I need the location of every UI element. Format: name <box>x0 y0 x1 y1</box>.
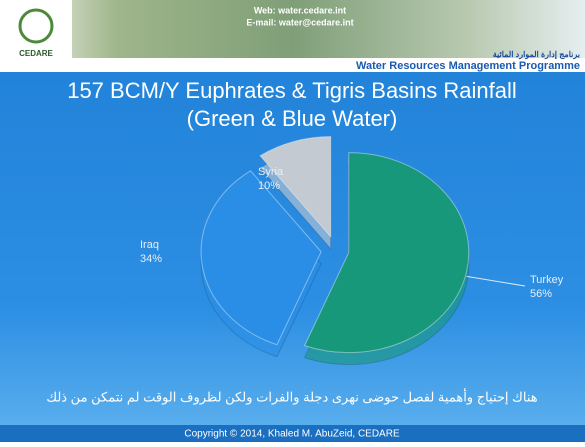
chart-subtitle: (Green & Blue Water) <box>187 106 398 131</box>
slice <box>303 152 470 354</box>
value-label: 10% <box>258 180 280 192</box>
chart-title: 157 BCM/Y Euphrates & Tigris Basins Rain… <box>67 78 517 103</box>
web: Web: water.cedare.int <box>254 5 346 15</box>
value-label: 56% <box>530 288 552 300</box>
header-strip <box>0 58 585 72</box>
email: E-mail: water@cedare.int <box>246 17 353 27</box>
slice <box>200 170 322 346</box>
logo-icon <box>18 8 54 44</box>
category-label: Turkey <box>530 274 564 286</box>
logo-text: CEDARE <box>19 49 53 58</box>
footer-band <box>0 425 585 442</box>
programme: Water Resources Management Programme <box>356 60 580 72</box>
category-label: Syria <box>258 166 284 178</box>
copyright: Copyright © 2014, Khaled M. AbuZeid, CED… <box>184 429 400 440</box>
leader-line <box>466 275 526 287</box>
value-label: 34% <box>140 253 162 265</box>
category-label: Iraq <box>140 239 159 251</box>
pie: Turkey 56% Iraq 34% Syria 10% <box>140 136 564 366</box>
programme-ar: برنامج إدارة الموارد المائية <box>493 50 580 60</box>
note: هناك إحتياج وأهمية لفصل حوضى نهرى دجلة و… <box>46 388 537 405</box>
header-band <box>0 0 585 58</box>
slice <box>259 136 332 239</box>
logo-box <box>0 0 72 72</box>
